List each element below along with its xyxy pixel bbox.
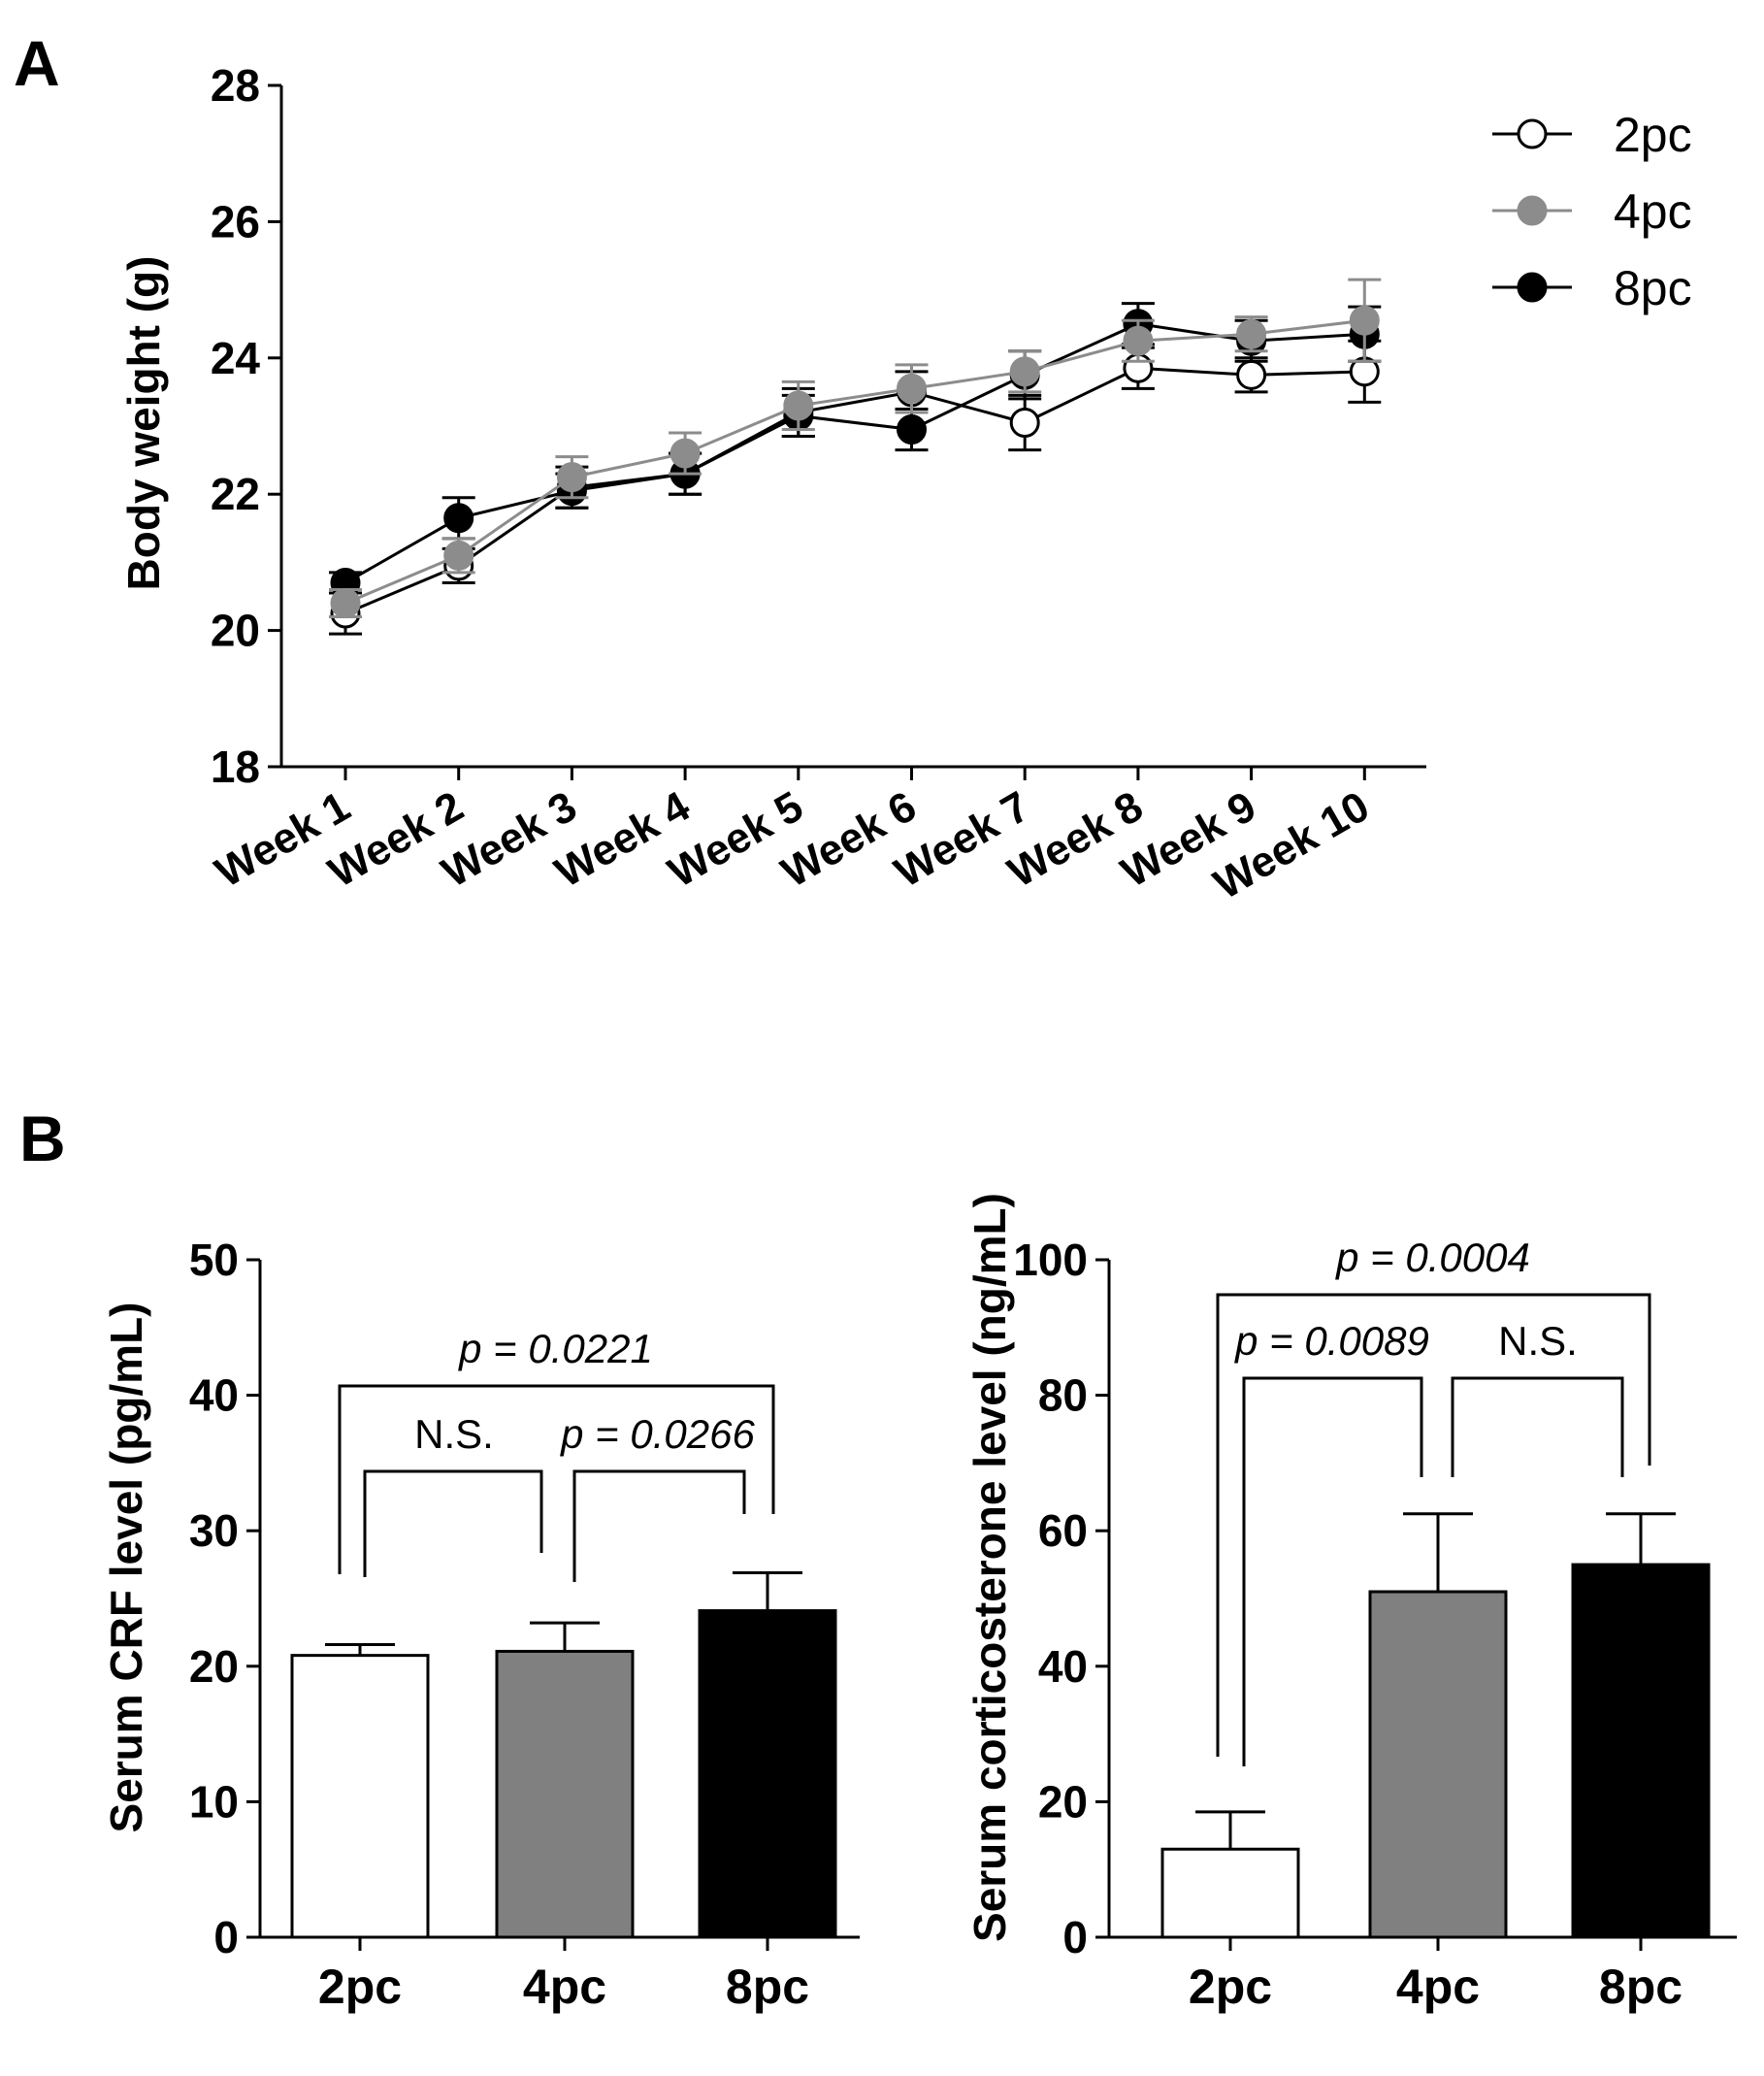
point-4pc-week-7 (1009, 356, 1040, 387)
point-4pc-week-3 (556, 462, 587, 493)
point-4pc-week-1 (330, 588, 361, 619)
corticosterone-bar-chart: Serum corticosterone level (ng/mL) 0 20 40… (964, 1193, 1737, 2014)
cort-y-tick-label-60: 60 (1038, 1505, 1088, 1556)
panel-a-y-tick-label-26: 26 (211, 196, 260, 247)
crf-y-tick-label-40: 40 (189, 1370, 239, 1421)
cort-x-tick-label-2pc: 2pc (1189, 1960, 1272, 2014)
cort-bracket-0-1 (1242, 1376, 1423, 1766)
crf-significance-0-2: p = 0.0221 (457, 1326, 653, 1371)
point-4pc-week-10 (1349, 305, 1380, 336)
point-4pc-week-2 (443, 540, 474, 571)
cort-significance-0-1: p = 0.0089 (1233, 1318, 1429, 1364)
panel-a-y-tick-label-24: 24 (211, 333, 261, 383)
cort-y-tick-label-0: 0 (1062, 1912, 1088, 1962)
point-4pc-week-8 (1123, 325, 1154, 356)
point-2pc-week-7 (1009, 407, 1040, 438)
legend-marker-2pc (1517, 118, 1548, 149)
point-4pc-week-9 (1236, 318, 1267, 349)
legend-label-4pc: 4pc (1614, 184, 1692, 239)
panel-a-y-axis-title: Body weight (g) (118, 256, 169, 591)
cort-bracket-0-2 (1216, 1293, 1651, 1757)
legend-label-8pc: 8pc (1614, 261, 1692, 315)
point-4pc-week-5 (783, 390, 814, 421)
crf-y-tick-label-50: 50 (189, 1235, 239, 1285)
panel-b2-y-axis-title: Serum corticosterone level (ng/mL) (964, 1193, 1015, 1942)
point-2pc-week-9 (1236, 359, 1267, 390)
crf-y-tick-label-30: 30 (189, 1505, 239, 1556)
point-8pc-week-2 (443, 503, 474, 534)
legend-label-2pc: 2pc (1614, 108, 1692, 162)
crf-bar-8pc (698, 1609, 837, 1939)
series-line-2pc (344, 366, 1365, 615)
panel-a-y-tick-label-28: 28 (211, 60, 260, 111)
cort-bar-4pc (1368, 1590, 1508, 1939)
crf-x-tick-label-4pc: 4pc (523, 1960, 606, 2014)
crf-x-tick-label-8pc: 8pc (726, 1960, 809, 2014)
legend-marker-4pc (1517, 195, 1548, 226)
panel-a-y-tick-label-18: 18 (211, 741, 260, 792)
panel-a-y-tick-label-20: 20 (211, 606, 260, 656)
cort-y-tick-label-80: 80 (1038, 1370, 1088, 1421)
series-line-8pc (344, 322, 1365, 584)
panel-b1-y-axis-title: Serum CRF level (pg/mL) (101, 1302, 151, 1833)
cort-significance-0-2: p = 0.0004 (1334, 1235, 1530, 1280)
crf-significance-1-2: p = 0.0266 (559, 1411, 755, 1457)
cort-x-tick-label-4pc: 4pc (1396, 1960, 1480, 2014)
cort-bar-8pc (1571, 1563, 1711, 1939)
panel-a-y-tick-label-22: 22 (211, 469, 260, 519)
cort-y-tick-label-100: 100 (1013, 1235, 1088, 1285)
panel-label-a: A (14, 27, 60, 99)
cort-bracket-1-2 (1451, 1376, 1624, 1477)
point-4pc-week-6 (897, 373, 927, 404)
point-8pc-week-6 (897, 414, 927, 445)
crf-x-tick-label-2pc: 2pc (318, 1960, 402, 2014)
crf-bracket-0-2 (338, 1384, 775, 1574)
cort-x-tick-label-8pc: 8pc (1599, 1960, 1682, 2014)
panel-label-b: B (19, 1103, 66, 1174)
crf-bar-2pc (290, 1654, 430, 1939)
crf-bracket-1-2 (572, 1469, 746, 1582)
point-4pc-week-4 (670, 438, 701, 469)
crf-bar-chart: Serum CRF level (pg/mL) 0 10 20 30 40 50 2pc 4p… (101, 1235, 860, 2014)
crf-bar-4pc (495, 1649, 635, 1939)
crf-y-tick-label-0: 0 (213, 1912, 239, 1962)
cort-y-tick-label-20: 20 (1038, 1776, 1088, 1827)
series-line-4pc (344, 318, 1365, 605)
legend-marker-8pc (1517, 272, 1548, 303)
crf-y-tick-label-20: 20 (189, 1641, 239, 1692)
cort-significance-1-2: N.S. (1498, 1318, 1578, 1364)
crf-bracket-0-1 (363, 1469, 543, 1577)
crf-y-tick-label-10: 10 (189, 1776, 239, 1827)
cort-bar-2pc (1160, 1847, 1300, 1939)
crf-significance-0-1: N.S. (414, 1411, 494, 1457)
cort-y-tick-label-40: 40 (1038, 1641, 1088, 1692)
